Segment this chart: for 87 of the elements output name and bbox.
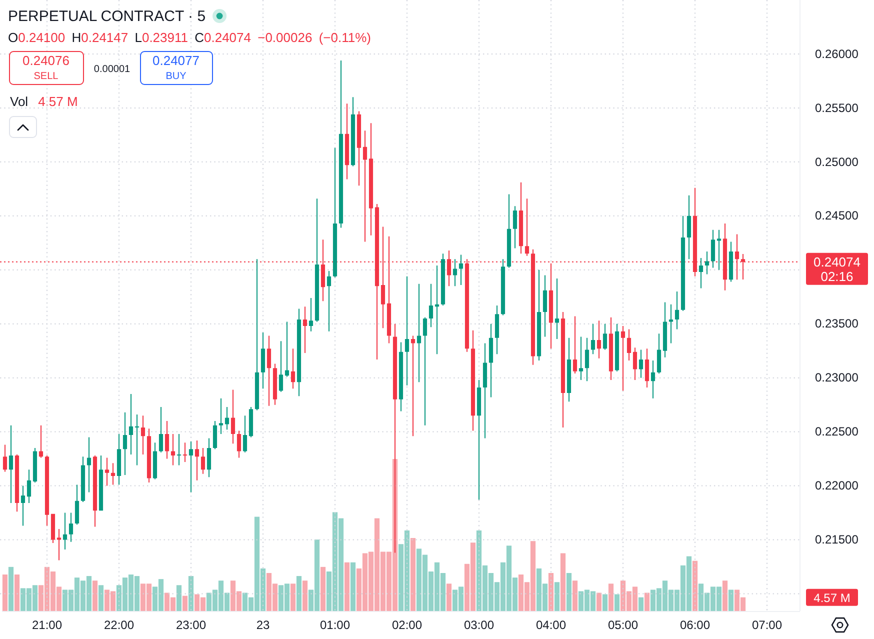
- candlestick: [416, 284, 422, 382]
- annotation: 4.57 M: [38, 94, 78, 109]
- bar: [350, 562, 356, 611]
- bar: [182, 596, 188, 611]
- bar: [176, 585, 182, 611]
- x-tick-label: 04:00: [536, 618, 566, 632]
- bar: [98, 585, 104, 611]
- candlestick: [56, 528, 62, 560]
- x-tick-label: 01:00: [320, 618, 350, 632]
- annotation: 0.00001: [94, 64, 131, 75]
- bar: [320, 566, 326, 611]
- text: O0.24100 H0.24147 L0.23911 C0.24074 −0.00026 (−0.11%): [8, 30, 371, 45]
- x-tick-label: 23: [256, 618, 270, 632]
- candlestick: [218, 398, 224, 434]
- candlestick: [524, 198, 530, 256]
- bar: [608, 584, 614, 611]
- candlestick: [410, 336, 416, 436]
- candlestick: [176, 434, 182, 466]
- bar: [554, 582, 560, 611]
- annotation: 0.24076: [22, 53, 70, 68]
- bar: [596, 592, 602, 611]
- bar: [572, 580, 578, 611]
- candlestick: [86, 437, 92, 492]
- y-tick-label: 0.25000: [815, 154, 859, 169]
- text: 02:16: [820, 268, 854, 284]
- candlestick: [182, 442, 188, 462]
- bar: [566, 573, 572, 611]
- bar: [14, 574, 20, 611]
- x-tick-label: 03:00: [464, 618, 494, 632]
- y-tick-label: 0.22500: [815, 424, 859, 439]
- candlestick: [308, 298, 314, 332]
- x-tick-label: 22:00: [104, 618, 134, 632]
- x-tick-label: 23:00: [176, 618, 206, 632]
- bar: [92, 580, 98, 611]
- y-tick-label: 0.23000: [815, 370, 859, 385]
- y-tick-label: 0.23500: [815, 316, 859, 331]
- bar: [344, 562, 350, 611]
- candlestick: [716, 230, 722, 270]
- candlestick: [170, 434, 176, 466]
- bar: [560, 553, 566, 611]
- bar: [548, 573, 554, 611]
- candlestick: [284, 322, 290, 377]
- bar: [410, 538, 416, 611]
- x-tick-label: 02:00: [392, 618, 422, 632]
- text: PERPETUAL CONTRACT · 5: [8, 8, 206, 25]
- x-tick-label: 07:00: [752, 618, 782, 632]
- bar: [446, 584, 452, 611]
- bar: [8, 566, 14, 611]
- annotation: 0.24077: [152, 53, 200, 68]
- bar: [644, 592, 650, 611]
- candlestick: [128, 394, 134, 454]
- y-tick-label: 0.24500: [815, 208, 859, 223]
- candlestick: [302, 306, 308, 353]
- bar: [296, 576, 302, 611]
- candlestick: [434, 266, 440, 354]
- bar: [722, 580, 728, 611]
- annotation: SELL: [34, 71, 59, 82]
- text: 4.57 M: [814, 590, 850, 605]
- bar: [728, 590, 734, 611]
- x-tick-label: 21:00: [32, 618, 62, 632]
- y-tick-label: 0.25500: [815, 100, 859, 115]
- candlestick: [404, 276, 410, 386]
- bar: [2, 574, 8, 611]
- candlestick: [134, 414, 140, 466]
- candlestick: [104, 458, 110, 486]
- y-tick-label: 0.26000: [815, 46, 859, 61]
- chart-title: Vol: [10, 94, 28, 109]
- candlestick: [362, 130, 368, 242]
- candlestick: [620, 326, 626, 391]
- bar: [638, 597, 644, 611]
- candlestick: [578, 336, 584, 380]
- ref-line-label: 0.24074: [814, 254, 860, 270]
- y-tick-label: 0.21500: [815, 532, 859, 547]
- candlestick: [668, 304, 674, 344]
- bar: [602, 594, 608, 611]
- bar: [302, 580, 308, 611]
- candlestick: [188, 442, 194, 492]
- bar: [614, 594, 620, 611]
- candlestick: [554, 278, 560, 339]
- y-tick-label: 0.22000: [815, 478, 859, 493]
- bar: [290, 584, 296, 611]
- x-tick-label: 05:00: [608, 618, 638, 632]
- candlestick: [62, 512, 68, 550]
- bar: [692, 560, 698, 611]
- bar: [188, 576, 194, 611]
- annotation: BUY: [166, 71, 187, 82]
- x-tick-label: 06:00: [680, 618, 710, 632]
